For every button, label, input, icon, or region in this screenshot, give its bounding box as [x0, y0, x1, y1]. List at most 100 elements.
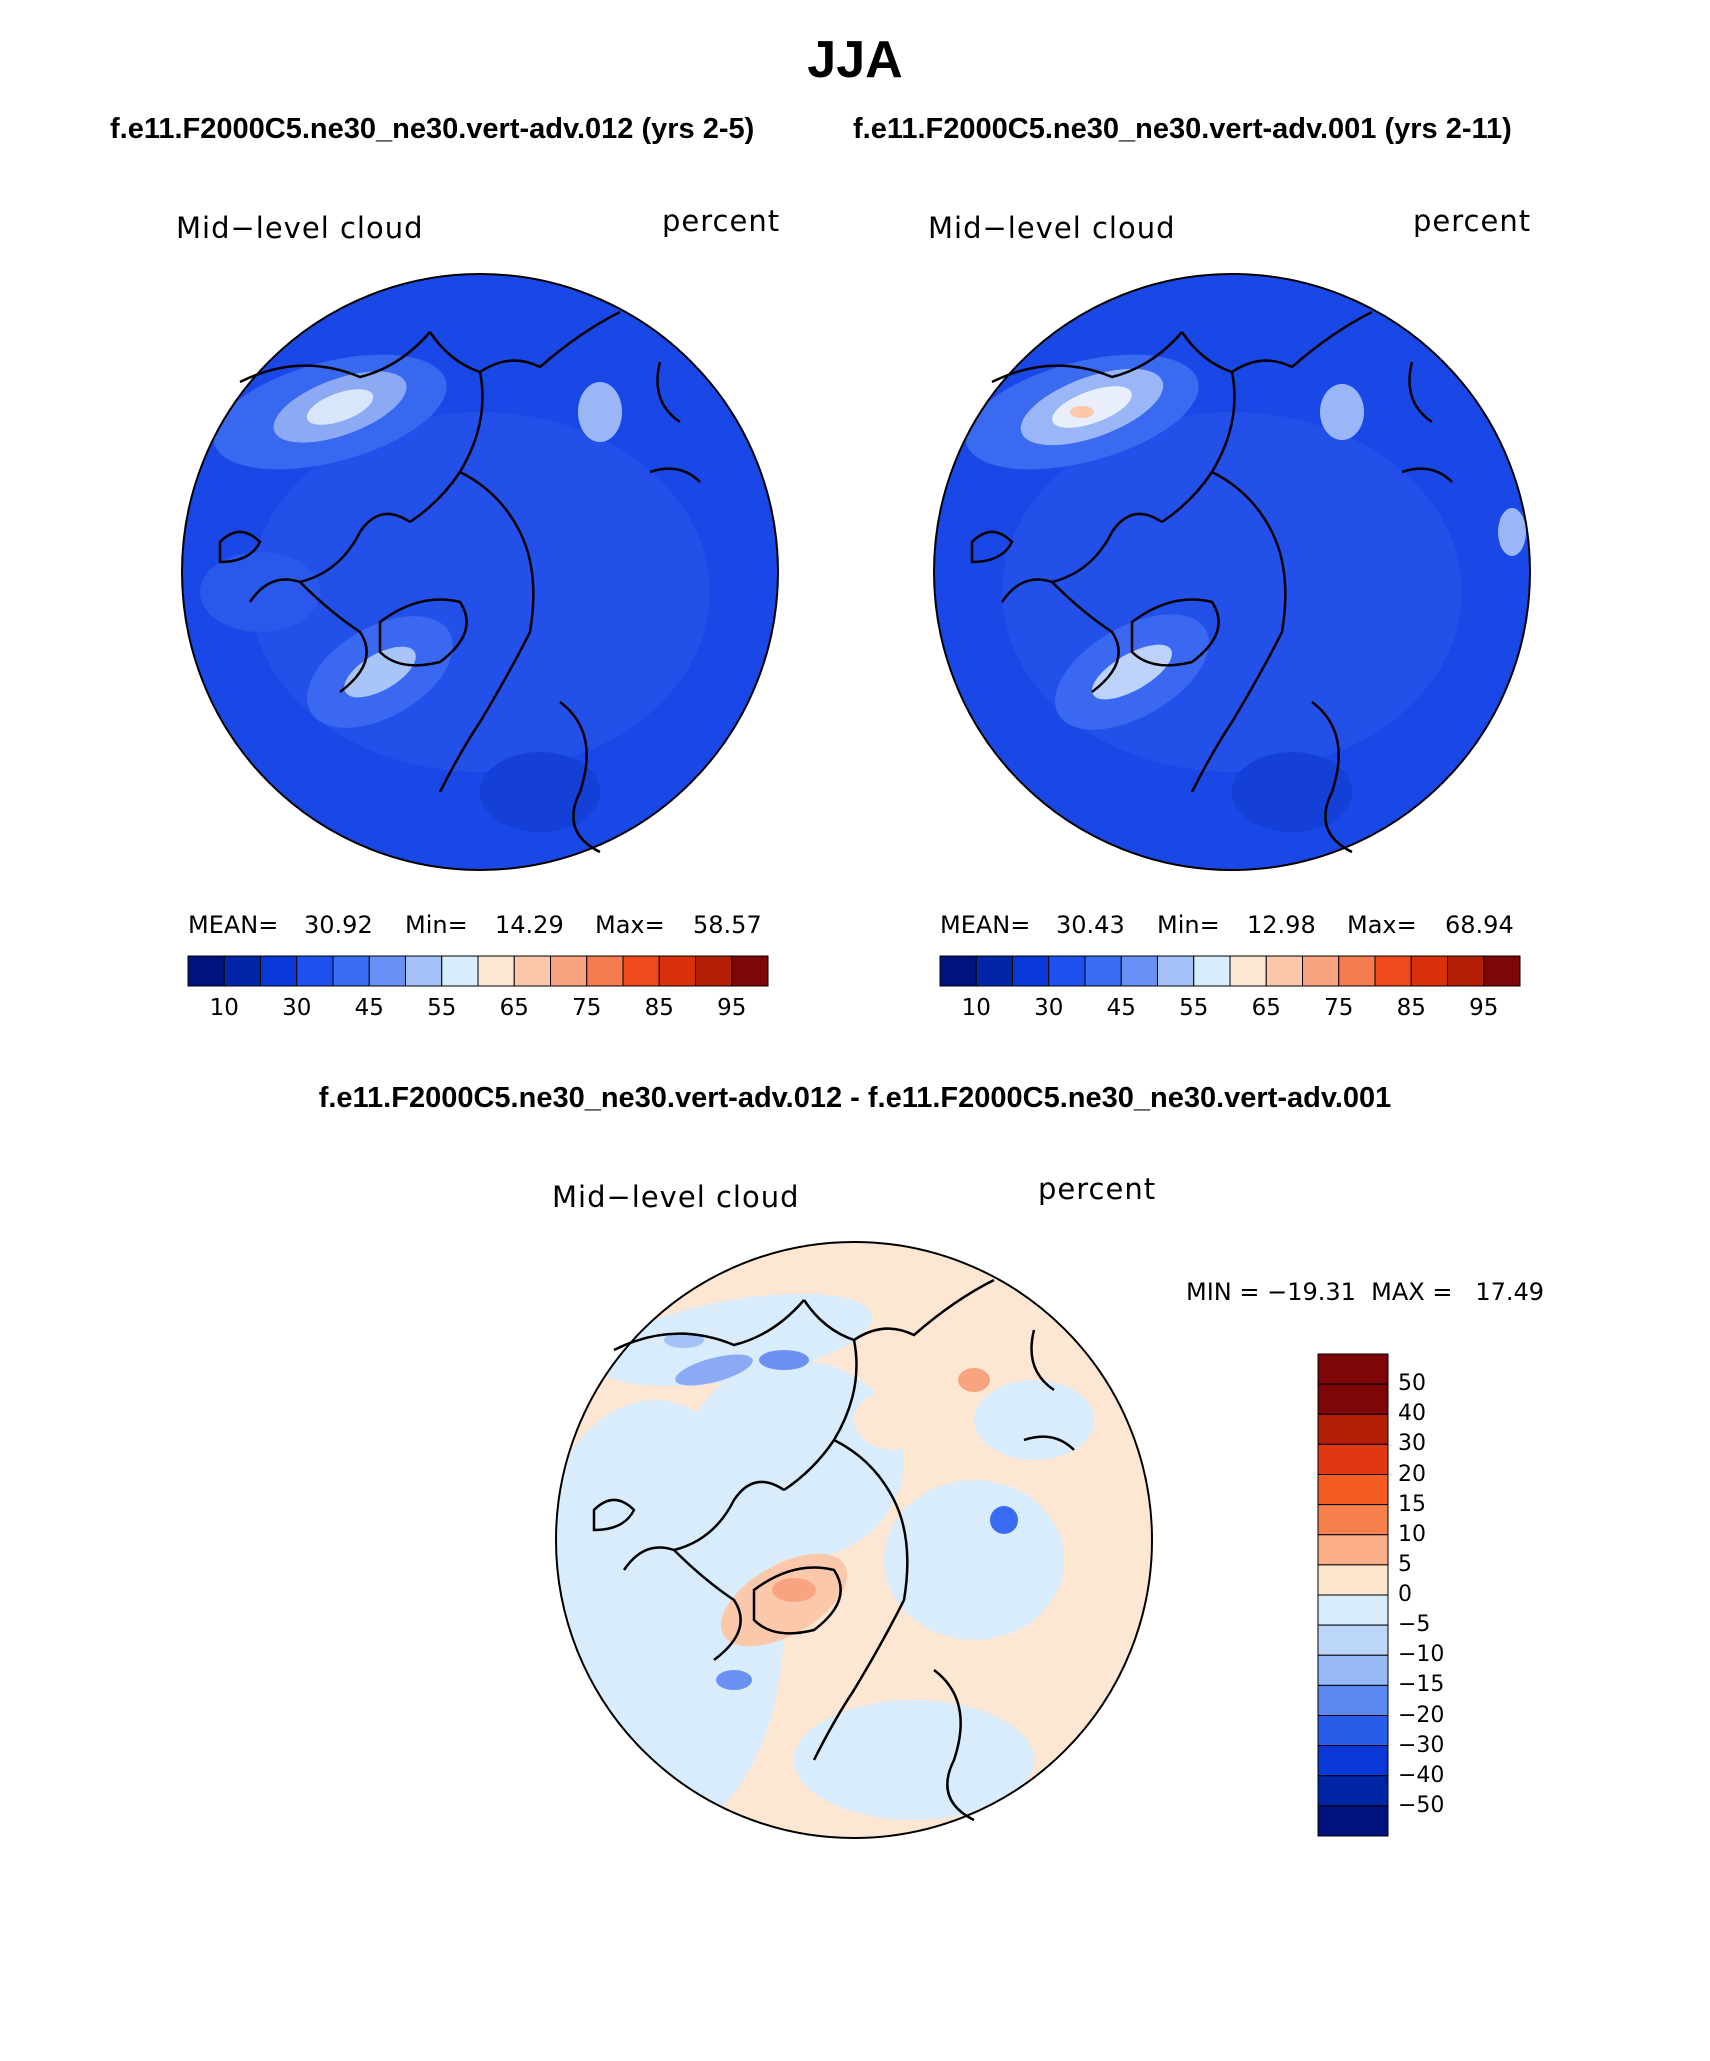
colorbar-swatch [586, 955, 624, 987]
colorbar-swatch [1317, 1805, 1389, 1837]
colorbar-tick-label: 50 [1398, 1371, 1426, 1397]
colorbar-tick-label: 10 [1398, 1521, 1426, 1547]
colorbar-swatch [1120, 955, 1158, 987]
colorbar-tick-label: 75 [1324, 995, 1354, 1021]
colorbar-tick-label: 45 [354, 995, 384, 1021]
colorbar-swatch [1048, 955, 1086, 987]
colorbar-tick-label: 75 [572, 995, 602, 1021]
colorbar-tick-label: −30 [1398, 1732, 1445, 1758]
diff-polar-map [555, 1241, 1153, 1839]
colorbar-swatch [1317, 1534, 1389, 1566]
colorbar-tick-label: 45 [1106, 995, 1136, 1021]
diff-colorbar-ticks: 50 40 30 20 15 10 5 0 −5 −10 −15 −20 −30 −40 −50 [1398, 1354, 1518, 1836]
colorbar-tick-label: 85 [1396, 995, 1426, 1021]
colorbar-swatch [1193, 955, 1231, 987]
colorbar-tick-label: 30 [282, 995, 312, 1021]
colorbar-swatch [1317, 1413, 1389, 1445]
colorbar-tick-label: 95 [1469, 995, 1499, 1021]
colorbar-tick-label: 30 [1398, 1431, 1426, 1457]
colorbar-swatch [332, 955, 370, 987]
panel-a-max-value: 58.57 [693, 911, 762, 939]
colorbar-tick-label: 5 [1398, 1551, 1412, 1577]
colorbar-tick-label: −15 [1398, 1672, 1445, 1698]
colorbar-swatch [1410, 955, 1448, 987]
colorbar-swatch [1265, 955, 1303, 987]
colorbar-swatch [1012, 955, 1050, 987]
panel-b-case-title: f.e11.F2000C5.ne30_ne30.vert-adv.001 (yr… [853, 113, 1512, 145]
colorbar-swatch [187, 955, 225, 987]
panel-b-mean-value: 30.43 [1056, 911, 1125, 939]
panel-a-min-label: Min= [405, 911, 468, 939]
diff-variable-label: Mid−level cloud [552, 1180, 800, 1214]
colorbar-tick-label: 40 [1398, 1401, 1426, 1427]
colorbar-swatch [296, 955, 334, 987]
panel-b-units-label: percent [1413, 204, 1532, 238]
colorbar-swatch [1374, 955, 1412, 987]
colorbar-swatch [1317, 1654, 1389, 1686]
colorbar-swatch [1317, 1474, 1389, 1506]
colorbar-swatch [223, 955, 261, 987]
colorbar-tick-label: 20 [1398, 1461, 1426, 1487]
colorbar-swatch [1447, 955, 1485, 987]
colorbar-swatch [1483, 955, 1521, 987]
panel-b-colorbar [939, 955, 1521, 987]
panel-a-variable-label: Mid−level cloud [176, 211, 424, 245]
colorbar-swatch [939, 955, 977, 987]
diff-units-label: percent [1038, 1172, 1157, 1206]
panel-b-min-label: Min= [1157, 911, 1220, 939]
colorbar-swatch [1317, 1745, 1389, 1777]
panel-a-polar-map [181, 273, 779, 871]
colorbar-swatch [731, 955, 769, 987]
colorbar-swatch [1317, 1715, 1389, 1747]
colorbar-swatch [1317, 1353, 1389, 1385]
colorbar-swatch [1317, 1564, 1389, 1596]
panel-b-min-value: 12.98 [1247, 911, 1316, 939]
figure-title: JJA [807, 31, 903, 89]
colorbar-swatch [1084, 955, 1122, 987]
colorbar-swatch [550, 955, 588, 987]
colorbar-swatch [405, 955, 443, 987]
panel-b-colorbar-ticks: 10 30 45 55 65 75 85 95 [940, 995, 1520, 1025]
colorbar-swatch [975, 955, 1013, 987]
panel-b-max-value: 68.94 [1445, 911, 1514, 939]
colorbar-tick-label: 0 [1398, 1582, 1412, 1607]
colorbar-swatch [260, 955, 298, 987]
colorbar-tick-label: 65 [499, 995, 529, 1021]
colorbar-tick-label: 65 [1251, 995, 1281, 1021]
colorbar-tick-label: 95 [717, 995, 747, 1021]
colorbar-swatch [368, 955, 406, 987]
colorbar-swatch [1317, 1443, 1389, 1475]
colorbar-swatch [477, 955, 515, 987]
colorbar-swatch [1317, 1775, 1389, 1807]
diff-title: f.e11.F2000C5.ne30_ne30.vert-adv.012 - f… [318, 1082, 1392, 1114]
colorbar-swatch [1229, 955, 1267, 987]
panel-b-max-label: Max= [1347, 911, 1417, 939]
panel-b-mean-label: MEAN= [940, 911, 1031, 939]
colorbar-tick-label: −40 [1398, 1762, 1445, 1788]
panel-a-case-title: f.e11.F2000C5.ne30_ne30.vert-adv.012 (yr… [110, 113, 755, 145]
colorbar-swatch [1317, 1594, 1389, 1626]
colorbar-swatch [1317, 1684, 1389, 1716]
colorbar-swatch [695, 955, 733, 987]
panel-a-min-value: 14.29 [495, 911, 564, 939]
colorbar-swatch [1317, 1383, 1389, 1415]
panel-a-mean-label: MEAN= [188, 911, 279, 939]
colorbar-tick-label: −20 [1398, 1702, 1445, 1728]
colorbar-tick-label: 10 [209, 995, 239, 1021]
colorbar-swatch [1317, 1504, 1389, 1536]
colorbar-tick-label: −5 [1398, 1612, 1431, 1638]
colorbar-swatch [622, 955, 660, 987]
diff-colorbar [1317, 1353, 1389, 1837]
colorbar-swatch [513, 955, 551, 987]
colorbar-swatch [1302, 955, 1340, 987]
colorbar-tick-label: 55 [1179, 995, 1209, 1021]
colorbar-swatch [1157, 955, 1195, 987]
panel-a-colorbar-ticks: 10 30 45 55 65 75 85 95 [188, 995, 768, 1025]
panel-a-colorbar [187, 955, 769, 987]
panel-a-units-label: percent [662, 204, 781, 238]
panel-b-polar-map [933, 273, 1531, 871]
colorbar-tick-label: 10 [961, 995, 991, 1021]
diff-minmax-label: MIN = −19.31 MAX = 17.49 [1186, 1278, 1545, 1306]
panel-a-mean-value: 30.92 [304, 911, 373, 939]
panel-a-max-label: Max= [595, 911, 665, 939]
